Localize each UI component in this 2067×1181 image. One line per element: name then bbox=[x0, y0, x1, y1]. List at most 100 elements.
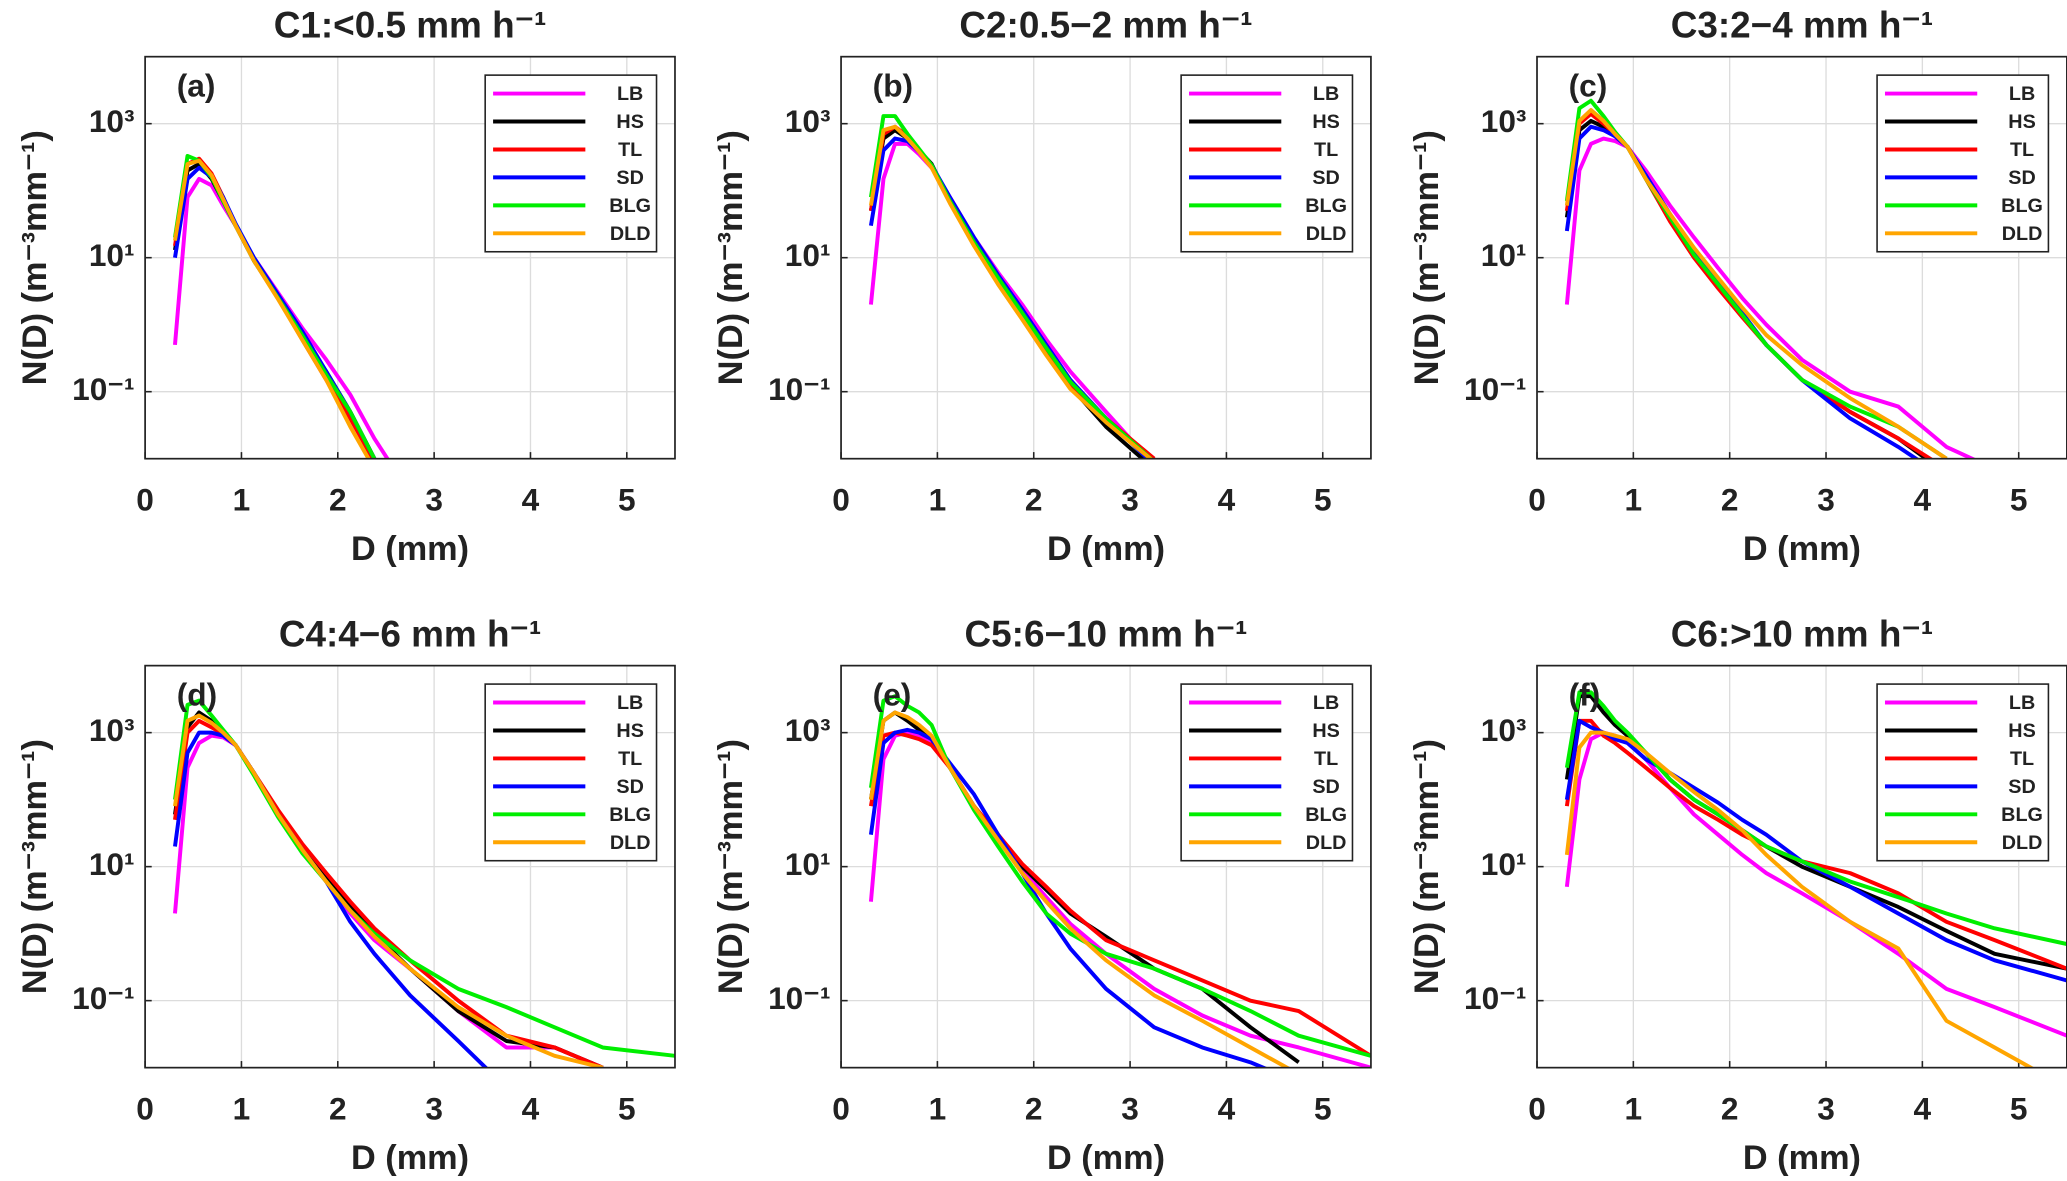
series-line bbox=[1564, 730, 2035, 1068]
legend-label: DLD bbox=[610, 223, 651, 245]
x-tick-label: 0 bbox=[136, 482, 154, 518]
series-line bbox=[868, 694, 1371, 1058]
panel-label: (b) bbox=[873, 68, 913, 104]
series-line bbox=[868, 730, 1371, 1058]
y-axis-label: N(D) (m⁻³mm⁻¹) bbox=[16, 739, 54, 994]
x-axis-label: D (mm) bbox=[1047, 1139, 1165, 1177]
y-tick-label: 10¹ bbox=[785, 846, 831, 882]
x-axis-label: D (mm) bbox=[1047, 530, 1165, 568]
legend-box bbox=[1876, 74, 2050, 253]
legend-label: DLD bbox=[610, 832, 651, 854]
panel-label: (f) bbox=[1569, 677, 1601, 713]
lines bbox=[173, 698, 675, 1068]
x-tick-label: 4 bbox=[522, 1091, 540, 1127]
x-tick-label: 0 bbox=[832, 482, 850, 518]
y-axis-label: N(D) (m⁻³mm⁻¹) bbox=[712, 739, 750, 994]
x-axis-label: D (mm) bbox=[1743, 530, 1861, 568]
legend-label: HS bbox=[2008, 111, 2035, 133]
panel-label: (a) bbox=[177, 68, 216, 104]
subplot: 10⁻¹ 10¹ 10³ 0 1 2 3 4 5 LB HS TL SD BLG DLD (e) C5:6−10… bbox=[712, 613, 1372, 1177]
y-tick-label: 10¹ bbox=[1481, 846, 1527, 882]
legend-label: DLD bbox=[2002, 832, 2043, 854]
y-tick-label: 10¹ bbox=[89, 237, 135, 273]
legend-label: HS bbox=[1312, 111, 1339, 133]
y-tick-label: 10⁻¹ bbox=[72, 980, 134, 1016]
x-tick-label: 2 bbox=[1025, 1091, 1043, 1127]
lines bbox=[173, 153, 390, 459]
legend-label: SD bbox=[1312, 167, 1339, 189]
x-tick-label: 3 bbox=[1817, 1091, 1835, 1127]
y-tick-label: 10⁻¹ bbox=[1464, 980, 1526, 1016]
x-tick-label: 5 bbox=[618, 482, 636, 518]
legend-label: TL bbox=[618, 748, 642, 770]
series-line bbox=[1564, 98, 1948, 459]
legend-box bbox=[484, 683, 658, 862]
x-tick-label: 4 bbox=[1218, 1091, 1236, 1127]
y-tick-label: 10⁻¹ bbox=[768, 980, 830, 1016]
legend-label: BLG bbox=[1305, 804, 1347, 826]
legend-label: SD bbox=[1312, 776, 1339, 798]
x-tick-label: 0 bbox=[832, 1091, 850, 1127]
legend-label: HS bbox=[616, 111, 643, 133]
legend-label: LB bbox=[617, 83, 643, 105]
legend-label: SD bbox=[2008, 167, 2035, 189]
series-line bbox=[173, 718, 604, 1068]
legend-label: LB bbox=[2009, 83, 2035, 105]
legend-label: HS bbox=[2008, 720, 2035, 742]
y-tick-label: 10⁻¹ bbox=[768, 371, 830, 407]
chart-title: C1:<0.5 mm h⁻¹ bbox=[274, 4, 547, 45]
x-tick-label: 5 bbox=[2010, 482, 2028, 518]
series-line bbox=[1564, 136, 1977, 459]
x-tick-label: 1 bbox=[929, 482, 947, 518]
chart-title: C5:6−10 mm h⁻¹ bbox=[965, 613, 1248, 654]
x-tick-label: 2 bbox=[1721, 482, 1739, 518]
y-tick-label: 10³ bbox=[785, 712, 831, 748]
legend-box bbox=[1180, 74, 1354, 253]
x-tick-label: 2 bbox=[1721, 1091, 1739, 1127]
chart-title: C3:2−4 mm h⁻¹ bbox=[1671, 4, 1933, 45]
legend-box bbox=[1876, 683, 2050, 862]
y-tick-label: 10³ bbox=[89, 712, 135, 748]
x-tick-label: 1 bbox=[233, 1091, 251, 1127]
lines bbox=[868, 694, 1371, 1068]
series-line bbox=[868, 727, 1269, 1068]
subplot: 10⁻¹ 10¹ 10³ 0 1 2 3 4 5 LB HS TL SD BLG DLD (c) C3:2−4 … bbox=[1408, 4, 2067, 568]
axes-frame bbox=[840, 55, 1372, 460]
x-tick-label: 2 bbox=[329, 1091, 347, 1127]
series-line bbox=[868, 710, 1292, 1068]
x-tick-label: 1 bbox=[1625, 1091, 1643, 1127]
lines bbox=[1564, 98, 1977, 459]
x-tick-label: 0 bbox=[136, 1091, 154, 1127]
legend-label: SD bbox=[616, 167, 643, 189]
legend-label: TL bbox=[2010, 139, 2034, 161]
legend-label: LB bbox=[617, 692, 643, 714]
panel-label: (c) bbox=[1569, 68, 1608, 104]
lines bbox=[1564, 690, 2067, 1068]
x-tick-label: 3 bbox=[425, 1091, 443, 1127]
legend-label: HS bbox=[616, 720, 643, 742]
axes-frame bbox=[144, 664, 676, 1069]
series-line bbox=[868, 124, 1154, 459]
x-tick-label: 4 bbox=[1914, 1091, 1932, 1127]
axes-frame bbox=[144, 55, 676, 460]
y-tick-label: 10⁻¹ bbox=[72, 371, 134, 407]
y-tick-label: 10¹ bbox=[1481, 237, 1527, 273]
axes-frame bbox=[840, 664, 1372, 1069]
x-tick-label: 2 bbox=[1025, 482, 1043, 518]
legend-label: TL bbox=[1314, 139, 1338, 161]
legend-label: TL bbox=[618, 139, 642, 161]
legend-label: SD bbox=[616, 776, 643, 798]
y-tick-label: 10¹ bbox=[89, 846, 135, 882]
x-tick-label: 3 bbox=[1817, 482, 1835, 518]
x-axis-label: D (mm) bbox=[351, 1139, 469, 1177]
legend-label: DLD bbox=[2002, 223, 2043, 245]
lines bbox=[868, 114, 1156, 459]
y-axis-label: N(D) (m⁻³mm⁻¹) bbox=[16, 130, 54, 385]
x-tick-label: 5 bbox=[1314, 1091, 1332, 1127]
legend-box bbox=[1180, 683, 1354, 862]
x-tick-label: 3 bbox=[1121, 482, 1139, 518]
x-tick-label: 0 bbox=[1528, 1091, 1546, 1127]
legend-label: LB bbox=[1313, 83, 1339, 105]
x-tick-label: 0 bbox=[1528, 482, 1546, 518]
